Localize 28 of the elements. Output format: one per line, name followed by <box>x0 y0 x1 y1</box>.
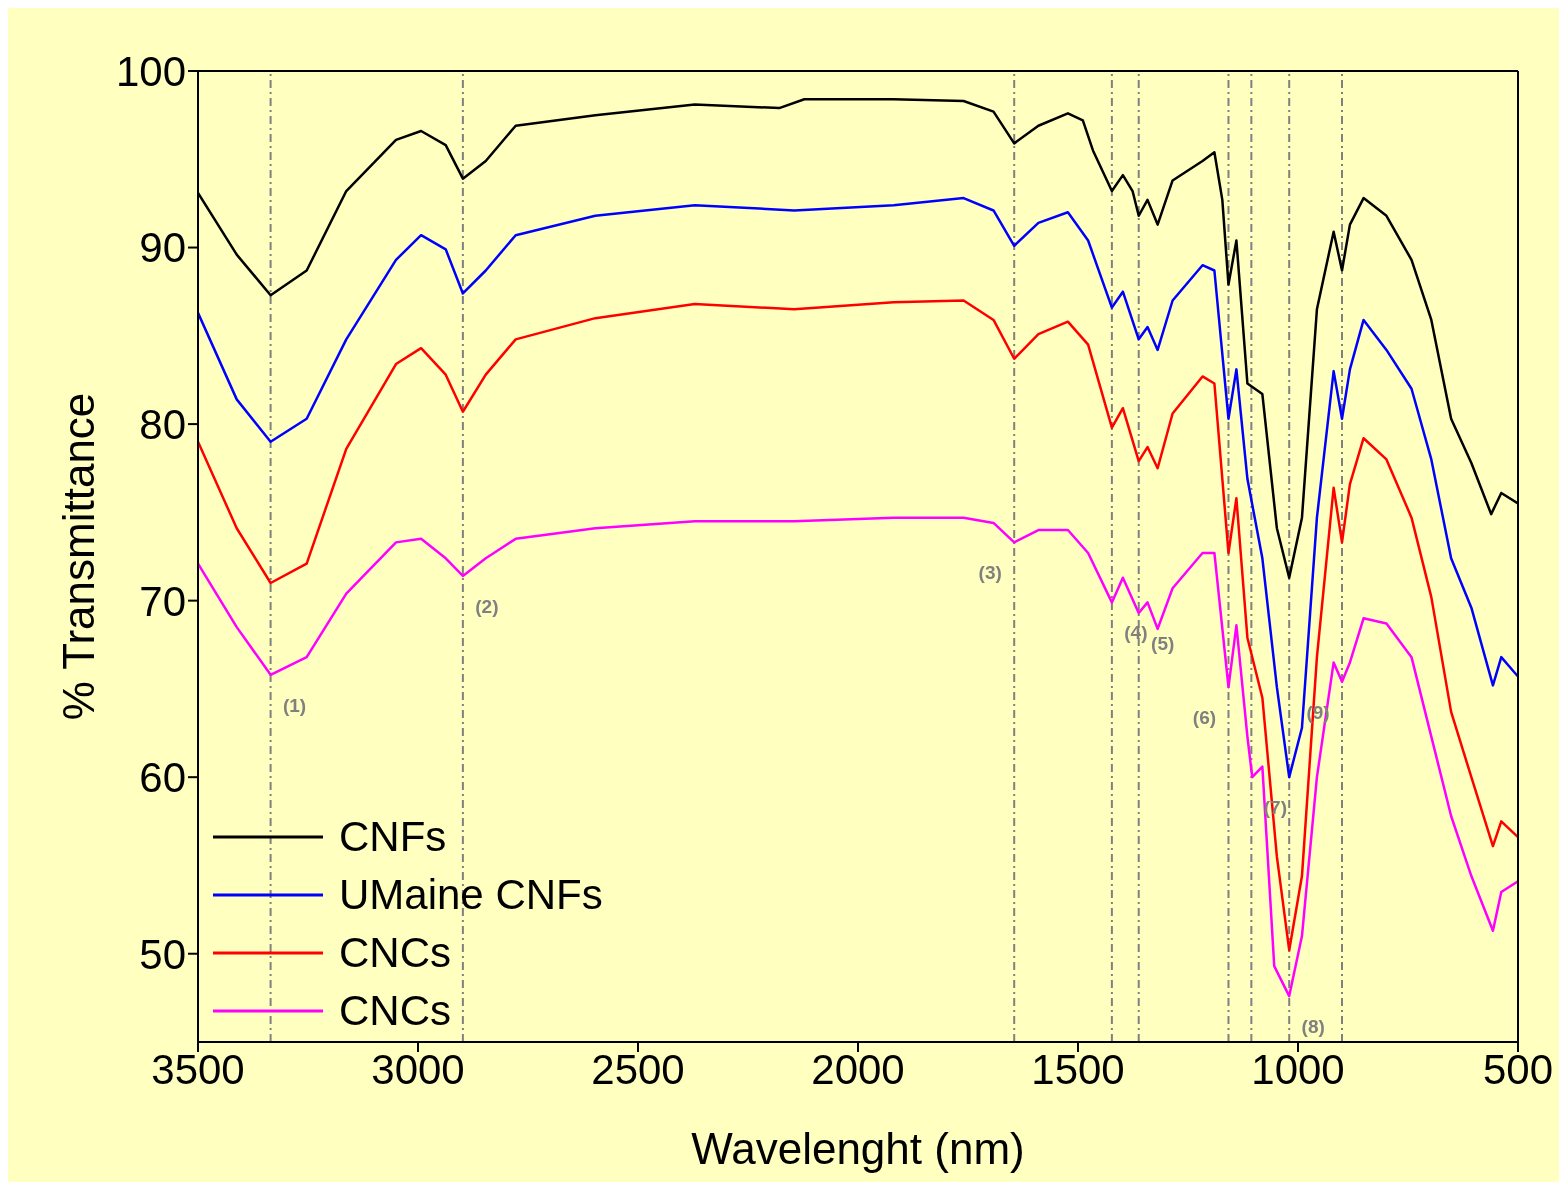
annotation: (8) <box>1301 1015 1325 1037</box>
y-tick-label: 90 <box>139 224 186 272</box>
x-tick-label: 2000 <box>811 1045 905 1093</box>
x-tick-label: 500 <box>1482 1045 1554 1093</box>
annotation: (5) <box>1151 632 1175 654</box>
line-series <box>198 196 1518 779</box>
y-tick-label: 70 <box>139 577 186 625</box>
x-tick-label: 1000 <box>1251 1045 1345 1093</box>
annotation: (6) <box>1192 706 1217 728</box>
annotation: (2) <box>475 595 499 617</box>
y-tick-label: 100 <box>115 47 186 95</box>
x-tick-label: 2500 <box>591 1045 685 1093</box>
x-tick-label: 1500 <box>1031 1045 1125 1093</box>
line-series <box>198 516 1518 998</box>
y-tick-label: 80 <box>139 401 186 448</box>
y-tick-label: 50 <box>139 930 186 978</box>
x-tick-label: 3500 <box>151 1045 245 1093</box>
legend-label: UMaine CNFs <box>339 871 603 919</box>
x-axis-title: Wavelenght (nm) <box>691 1124 1025 1173</box>
y-tick-label: 60 <box>139 754 186 802</box>
y-axis-title: % Transmittance <box>53 392 103 721</box>
legend-label: CNCs <box>339 929 451 977</box>
annotation: (1) <box>282 694 307 716</box>
annotation: (3) <box>978 562 1002 584</box>
x-tick-label: 3000 <box>371 1045 465 1093</box>
annotation: (4) <box>1124 622 1148 644</box>
legend-label: CNCs <box>339 987 451 1035</box>
legend-label: CNFs <box>339 813 447 861</box>
